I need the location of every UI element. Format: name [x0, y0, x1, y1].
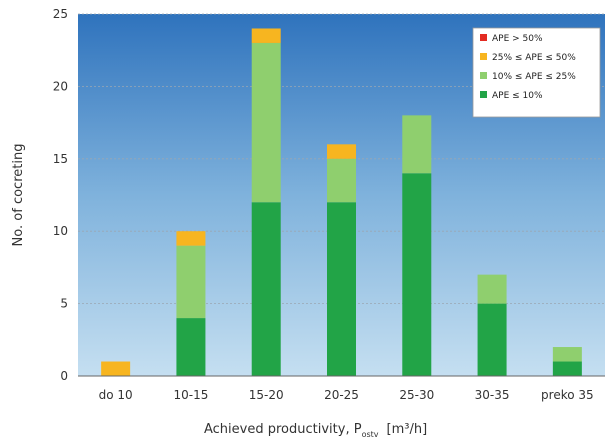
bar-30-35-10-ape-25 — [477, 274, 507, 304]
y-axis-label: No. of cocreting — [11, 144, 26, 247]
x-tick-label: 30-35 — [475, 388, 510, 402]
bar-30-35-ape-10 — [477, 303, 507, 376]
x-tick-label: do 10 — [99, 388, 133, 402]
x-axis-label-unit: [m³/h] — [387, 422, 428, 437]
bar-25-30-ape-10 — [402, 173, 432, 376]
legend-swatch — [480, 91, 487, 98]
legend-entry-label: 10% ≤ APE ≤ 25% — [492, 72, 576, 82]
bar-preko-35-10-ape-25 — [552, 347, 582, 362]
x-tick-label: 25-30 — [399, 388, 434, 402]
y-tick-labels: 0 5 10 15 20 25 — [53, 7, 68, 383]
bar-15-20-25-ape-50 — [251, 28, 281, 43]
x-tick-label: 20-25 — [324, 388, 359, 402]
bar-20-25-ape-10 — [327, 202, 356, 376]
y-tick-label: 5 — [60, 297, 68, 311]
legend-entry-label: APE ≤ 10% — [492, 91, 543, 101]
legend-entry-label: 25% ≤ APE ≤ 50% — [492, 53, 576, 63]
legend: APE > 50% 25% ≤ APE ≤ 50% 10% ≤ APE ≤ 25% A… — [472, 27, 601, 118]
bar-10-15-ape-10 — [176, 318, 206, 376]
legend-box — [472, 27, 601, 118]
legend-swatch — [480, 72, 487, 79]
bars — [101, 28, 582, 376]
y-tick-label: 20 — [53, 79, 68, 93]
x-axis-label-subscript: ostv — [362, 430, 379, 439]
bar-20-25-25-ape-50 — [327, 144, 356, 159]
bar-do-10-25-ape-50 — [101, 361, 131, 376]
bar-10-15-10-ape-25 — [176, 245, 206, 319]
bar-25-30-10-ape-25 — [402, 115, 432, 174]
legend-swatch — [480, 34, 487, 41]
bar-20-25-10-ape-25 — [327, 158, 356, 203]
x-tick-label: 15-20 — [249, 388, 284, 402]
x-axis-label-main: Achieved productivity, P — [204, 422, 362, 437]
y-tick-label: 15 — [53, 152, 68, 166]
y-tick-label: 0 — [60, 369, 68, 383]
x-tick-label: 10-15 — [173, 388, 208, 402]
y-tick-label: 25 — [53, 7, 68, 21]
x-axis-label: Achieved productivity, Postv [m³/h] — [204, 422, 427, 439]
bar-10-15-25-ape-50 — [176, 231, 206, 246]
x-tick-labels: do 10 10-15 15-20 20-25 25-30 30-35 preko 35 — [99, 388, 594, 402]
legend-entry-label: APE > 50% — [492, 34, 543, 44]
bar-15-20-ape-10 — [251, 202, 281, 376]
bar-15-20-10-ape-25 — [251, 42, 281, 203]
legend-swatch — [480, 53, 487, 60]
y-tick-label: 10 — [53, 224, 68, 238]
x-tick-label: preko 35 — [541, 388, 594, 402]
bar-preko-35-ape-10 — [552, 361, 582, 376]
